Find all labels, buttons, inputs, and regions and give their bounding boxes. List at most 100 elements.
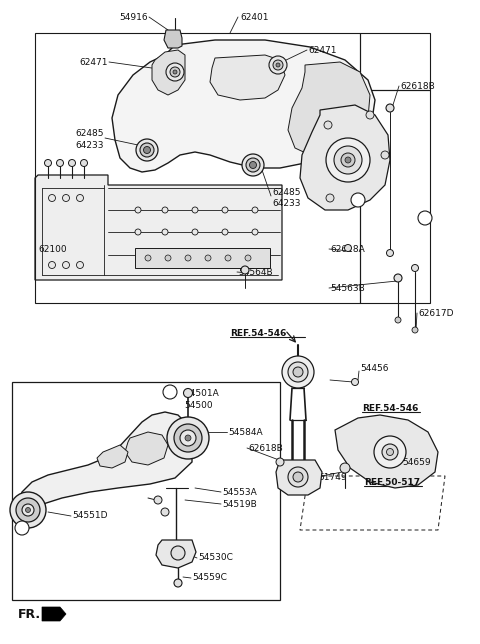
Circle shape (57, 160, 63, 167)
Polygon shape (210, 55, 285, 100)
Circle shape (381, 151, 389, 159)
Text: 54551D: 54551D (72, 511, 108, 520)
Circle shape (192, 207, 198, 213)
Circle shape (135, 229, 141, 235)
Text: 54659: 54659 (402, 457, 431, 466)
Circle shape (276, 458, 284, 466)
Circle shape (10, 492, 46, 528)
Circle shape (62, 261, 70, 269)
Polygon shape (97, 445, 128, 468)
Circle shape (185, 435, 191, 441)
Text: REF.54-546: REF.54-546 (362, 404, 419, 413)
Circle shape (245, 255, 251, 261)
Text: 64233: 64233 (75, 140, 104, 149)
Circle shape (174, 579, 182, 587)
Text: 62485: 62485 (75, 129, 104, 138)
Circle shape (205, 255, 211, 261)
Circle shape (170, 67, 180, 77)
Circle shape (154, 496, 162, 504)
Polygon shape (125, 432, 168, 465)
Circle shape (15, 521, 29, 535)
Text: 62100: 62100 (38, 245, 67, 254)
Circle shape (136, 139, 158, 161)
Circle shape (282, 356, 314, 388)
Circle shape (180, 430, 196, 446)
Text: 54564B: 54564B (238, 267, 273, 276)
Text: 62471: 62471 (80, 57, 108, 66)
Circle shape (25, 507, 31, 513)
Circle shape (252, 229, 258, 235)
Circle shape (341, 153, 355, 167)
Circle shape (345, 245, 351, 252)
Circle shape (411, 265, 419, 272)
Circle shape (386, 104, 394, 112)
Polygon shape (135, 248, 270, 268)
Text: B: B (422, 214, 428, 222)
Text: 62617D: 62617D (418, 308, 454, 317)
Circle shape (334, 146, 362, 174)
Circle shape (273, 60, 283, 70)
Circle shape (293, 367, 303, 377)
Circle shape (394, 274, 402, 282)
Text: 54584A: 54584A (228, 428, 263, 437)
Circle shape (135, 207, 141, 213)
Circle shape (167, 417, 209, 459)
Circle shape (162, 207, 168, 213)
Polygon shape (276, 460, 322, 495)
Circle shape (165, 255, 171, 261)
Circle shape (166, 63, 184, 81)
Circle shape (144, 146, 151, 153)
Text: 54501A: 54501A (184, 388, 219, 397)
Circle shape (81, 160, 87, 167)
Circle shape (382, 444, 398, 460)
Text: 54553A: 54553A (222, 488, 257, 497)
Circle shape (326, 194, 334, 202)
Text: B: B (168, 388, 173, 397)
Circle shape (22, 504, 34, 516)
Text: A: A (19, 524, 24, 533)
Circle shape (174, 424, 202, 452)
Circle shape (140, 143, 154, 157)
Circle shape (48, 261, 56, 269)
Circle shape (48, 194, 56, 202)
Text: 62618A: 62618A (330, 245, 365, 254)
Text: 62618B: 62618B (400, 82, 435, 91)
Circle shape (171, 546, 185, 560)
Circle shape (366, 111, 374, 119)
Circle shape (351, 379, 359, 386)
Circle shape (276, 63, 280, 67)
Circle shape (351, 193, 365, 207)
Circle shape (183, 388, 192, 397)
Text: 54530C: 54530C (198, 553, 233, 562)
Circle shape (69, 160, 75, 167)
Polygon shape (156, 540, 196, 568)
Circle shape (386, 448, 394, 455)
Circle shape (345, 157, 351, 163)
Text: 62401: 62401 (240, 12, 268, 21)
Circle shape (288, 362, 308, 382)
Text: 62471: 62471 (308, 46, 336, 55)
Circle shape (288, 467, 308, 487)
Circle shape (242, 154, 264, 176)
Circle shape (340, 463, 350, 473)
Circle shape (163, 385, 177, 399)
Circle shape (326, 138, 370, 182)
Circle shape (62, 194, 70, 202)
Circle shape (241, 266, 249, 274)
Circle shape (269, 56, 287, 74)
Polygon shape (112, 40, 375, 172)
Text: 54916: 54916 (120, 12, 148, 21)
Text: 51749: 51749 (318, 473, 347, 482)
Circle shape (246, 158, 260, 172)
Circle shape (222, 229, 228, 235)
Text: A: A (355, 196, 360, 205)
Circle shape (225, 255, 231, 261)
Circle shape (16, 498, 40, 522)
Circle shape (192, 229, 198, 235)
Circle shape (386, 249, 394, 256)
Polygon shape (152, 50, 185, 95)
Text: REF.50-517: REF.50-517 (364, 477, 420, 486)
Circle shape (293, 472, 303, 482)
Circle shape (185, 255, 191, 261)
Polygon shape (42, 607, 66, 621)
